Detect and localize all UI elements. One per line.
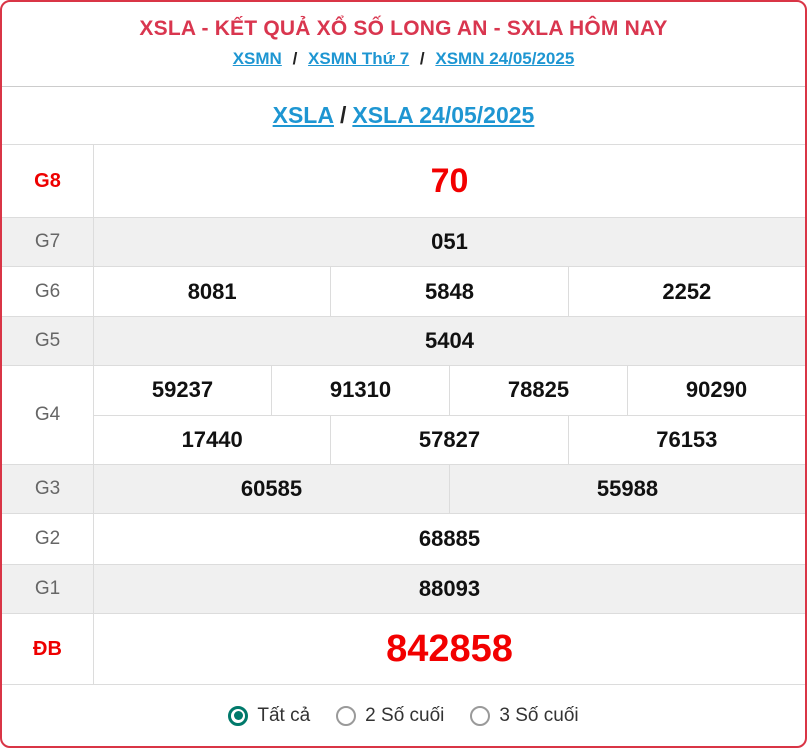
breadcrumb-separator: / bbox=[292, 49, 298, 68]
prize-value-g6-3: 2252 bbox=[567, 267, 805, 316]
prize-value-g4-3: 78825 bbox=[449, 366, 627, 415]
prize-value-g4-2: 91310 bbox=[271, 366, 449, 415]
prize-value-g3-1: 60585 bbox=[240, 476, 303, 501]
sub-breadcrumb-link-xsla-date[interactable]: XSLA 24/05/2025 bbox=[352, 102, 535, 128]
radio-icon bbox=[470, 705, 491, 726]
prize-label-g1: G1 bbox=[2, 565, 94, 613]
prize-value-db: 842858 bbox=[386, 627, 513, 670]
sub-breadcrumb: XSLA / XSLA 24/05/2025 bbox=[2, 87, 805, 144]
filter-option-2-digits[interactable]: 2 Số cuối bbox=[336, 705, 444, 727]
prize-value-g8: 70 bbox=[430, 161, 469, 200]
prize-value-g3-2: 55988 bbox=[449, 465, 805, 513]
prize-value-g4-4: 90290 bbox=[627, 366, 805, 415]
prize-row-g1: G1 88093 bbox=[2, 565, 805, 614]
breadcrumb-link-xsmn[interactable]: XSMN bbox=[232, 49, 282, 68]
prize-value-g6-2: 5848 bbox=[330, 267, 567, 316]
radio-icon bbox=[228, 705, 249, 726]
prize-label-g4: G4 bbox=[2, 366, 94, 464]
prize-label-db: ĐB bbox=[2, 614, 94, 684]
filter-option-label: 3 Số cuối bbox=[499, 704, 579, 726]
prize-value-g4-6: 57827 bbox=[330, 415, 567, 464]
prize-row-g5: G5 5404 bbox=[2, 317, 805, 366]
breadcrumb: XSMN / XSMN Thứ 7 / XSMN 24/05/2025 bbox=[2, 49, 805, 69]
breadcrumb-link-xsmn-date[interactable]: XSMN 24/05/2025 bbox=[435, 49, 575, 68]
header: XSLA - KẾT QUẢ XỔ SỐ LONG AN - SXLA HÔM … bbox=[2, 2, 805, 87]
filter-option-all[interactable]: Tất cả bbox=[228, 705, 310, 727]
filter-option-label: 2 Số cuối bbox=[365, 704, 445, 726]
prize-label-g3: G3 bbox=[2, 465, 94, 513]
radio-icon bbox=[336, 705, 357, 726]
prize-value-g7: 051 bbox=[431, 229, 468, 254]
prize-label-g2: G2 bbox=[2, 514, 94, 564]
prize-row-db: ĐB 842858 bbox=[2, 614, 805, 685]
prize-row-g8: G8 70 bbox=[2, 145, 805, 218]
prize-value-g2: 68885 bbox=[418, 526, 481, 551]
breadcrumb-separator: / bbox=[419, 49, 425, 68]
page-title: XSLA - KẾT QUẢ XỔ SỐ LONG AN - SXLA HÔM … bbox=[139, 17, 668, 40]
prize-label-g6: G6 bbox=[2, 267, 94, 316]
prize-value-g4-5: 17440 bbox=[181, 426, 243, 452]
prize-value-g6-1: 8081 bbox=[187, 278, 237, 304]
prize-value-g4-1: 59237 bbox=[151, 377, 214, 403]
prize-value-g5: 5404 bbox=[425, 328, 474, 353]
prize-label-g7: G7 bbox=[2, 218, 94, 266]
prize-value-g4-7: 76153 bbox=[567, 415, 805, 464]
filter-bar: Tất cả 2 Số cuối 3 Số cuối bbox=[2, 685, 805, 746]
prize-row-g2: G2 68885 bbox=[2, 514, 805, 565]
prize-row-g3: G3 60585 55988 bbox=[2, 465, 805, 514]
sub-breadcrumb-link-xsla[interactable]: XSLA bbox=[272, 102, 334, 128]
prize-label-g8: G8 bbox=[2, 145, 94, 217]
results-table: G8 70 G7 051 G6 8081 5848 2252 G5 5404 bbox=[2, 144, 805, 685]
breadcrumb-link-xsmn-thu7[interactable]: XSMN Thứ 7 bbox=[308, 49, 410, 68]
prize-row-g4: G4 59237 91310 78825 90290 17440 57827 7… bbox=[2, 366, 805, 465]
prize-row-g7: G7 051 bbox=[2, 218, 805, 267]
prize-value-g1: 88093 bbox=[418, 576, 481, 601]
sub-breadcrumb-separator: / bbox=[339, 102, 347, 128]
prize-label-g5: G5 bbox=[2, 317, 94, 365]
filter-option-3-digits[interactable]: 3 Số cuối bbox=[470, 704, 579, 727]
prize-row-g6: G6 8081 5848 2252 bbox=[2, 267, 805, 317]
filter-option-label: Tất cả bbox=[257, 704, 311, 726]
